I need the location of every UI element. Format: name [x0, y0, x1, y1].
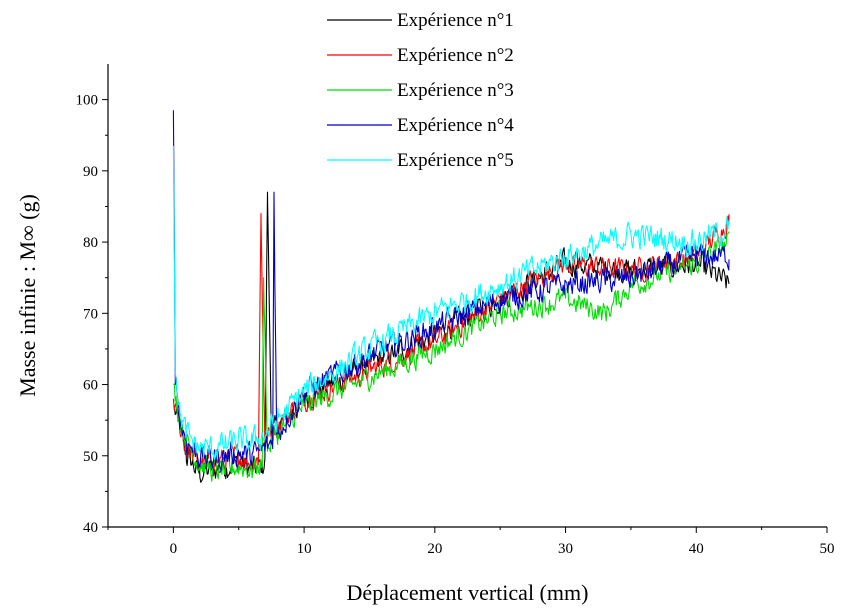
legend-label-3: Expérience n°3: [397, 80, 514, 101]
axes: 0 10 20 30 40 50 40 50 60 70 80 90 100: [76, 64, 835, 557]
x-tick-label: 20: [427, 541, 442, 557]
legend-label-2: Expérience n°2: [397, 45, 514, 66]
y-tick-label: 80: [83, 235, 98, 251]
legend-label-1: Expérience n°1: [397, 10, 514, 31]
y-tick-label: 100: [76, 93, 99, 109]
x-tick-label: 30: [558, 541, 573, 557]
series-line-5: [172, 145, 730, 461]
y-tick-label: 50: [83, 449, 98, 465]
y-axis-title: Masse infinie : M∞ (g): [15, 194, 40, 397]
legend-label-4: Expérience n°4: [397, 115, 514, 136]
x-tick-label: 50: [820, 541, 835, 557]
x-tick-label: 40: [689, 541, 704, 557]
plot-lines: [172, 110, 730, 483]
y-tick-label: 60: [83, 378, 98, 394]
x-axis-title: Déplacement vertical (mm): [347, 580, 589, 605]
legend: Expérience n°1 Expérience n°2 Expérience n…: [327, 10, 514, 171]
y-tick-label: 40: [83, 520, 98, 536]
y-tick-label: 90: [83, 164, 98, 180]
x-tick-label: 0: [170, 541, 178, 557]
legend-label-5: Expérience n°5: [397, 150, 514, 171]
x-tick-label: 10: [297, 541, 312, 557]
y-tick-label: 70: [83, 306, 98, 322]
